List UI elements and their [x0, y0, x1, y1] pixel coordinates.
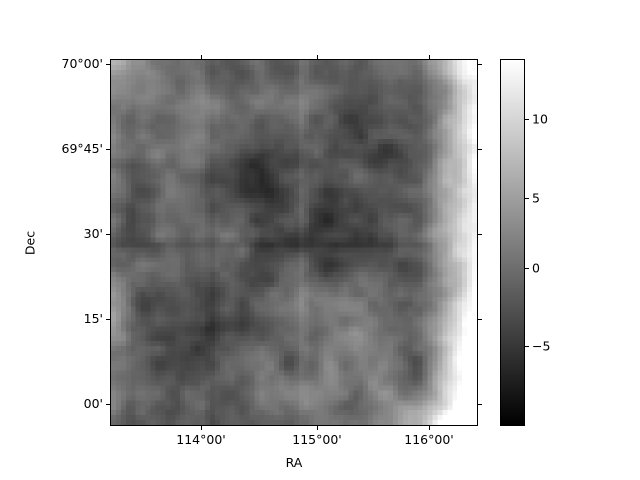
x-axis-label: RA — [285, 455, 303, 470]
x-tick-label: 116°00' — [404, 432, 454, 447]
y-tick-label: 15' — [83, 310, 103, 326]
colorbar-tick-mark — [525, 198, 529, 200]
y-tick-mark-right — [478, 64, 482, 66]
x-tick-mark — [201, 426, 203, 430]
y-tick-mark-right — [478, 404, 482, 406]
x-tick-label: 114°00' — [176, 432, 226, 447]
colorbar[interactable] — [500, 59, 525, 426]
x-tick-mark — [429, 426, 431, 430]
colorbar-tick-mark — [525, 119, 529, 121]
y-tick-mark-right — [478, 149, 482, 151]
sky-map-image — [111, 60, 477, 425]
sky-map-axes[interactable] — [110, 59, 478, 426]
colorbar-tick-label: 0 — [532, 260, 540, 276]
y-tick-label: 69°45' — [61, 140, 104, 156]
x-tick-mark-top — [201, 55, 203, 59]
y-tick-mark-right — [478, 234, 482, 236]
y-tick-label: 30' — [83, 225, 103, 241]
y-tick-mark — [106, 234, 110, 236]
y-tick-mark-right — [478, 319, 482, 321]
y-axis-label: Dec — [22, 230, 38, 256]
colorbar-tick-mark — [525, 268, 529, 270]
x-tick-mark — [317, 426, 319, 430]
colorbar-tick-label: 10 — [532, 111, 548, 127]
y-tick-label: 70°00' — [61, 55, 104, 71]
x-tick-mark-top — [429, 55, 431, 59]
y-tick-mark — [106, 64, 110, 66]
x-tick-label: 115°00' — [292, 432, 342, 447]
y-tick-mark — [106, 149, 110, 151]
x-tick-mark-top — [317, 55, 319, 59]
colorbar-tick-mark — [525, 346, 529, 348]
y-tick-mark — [106, 319, 110, 321]
y-tick-mark — [106, 404, 110, 406]
colorbar-tick-label: 5 — [532, 190, 540, 206]
colorbar-tick-label: −5 — [532, 338, 551, 354]
y-tick-label: 00' — [83, 395, 103, 411]
